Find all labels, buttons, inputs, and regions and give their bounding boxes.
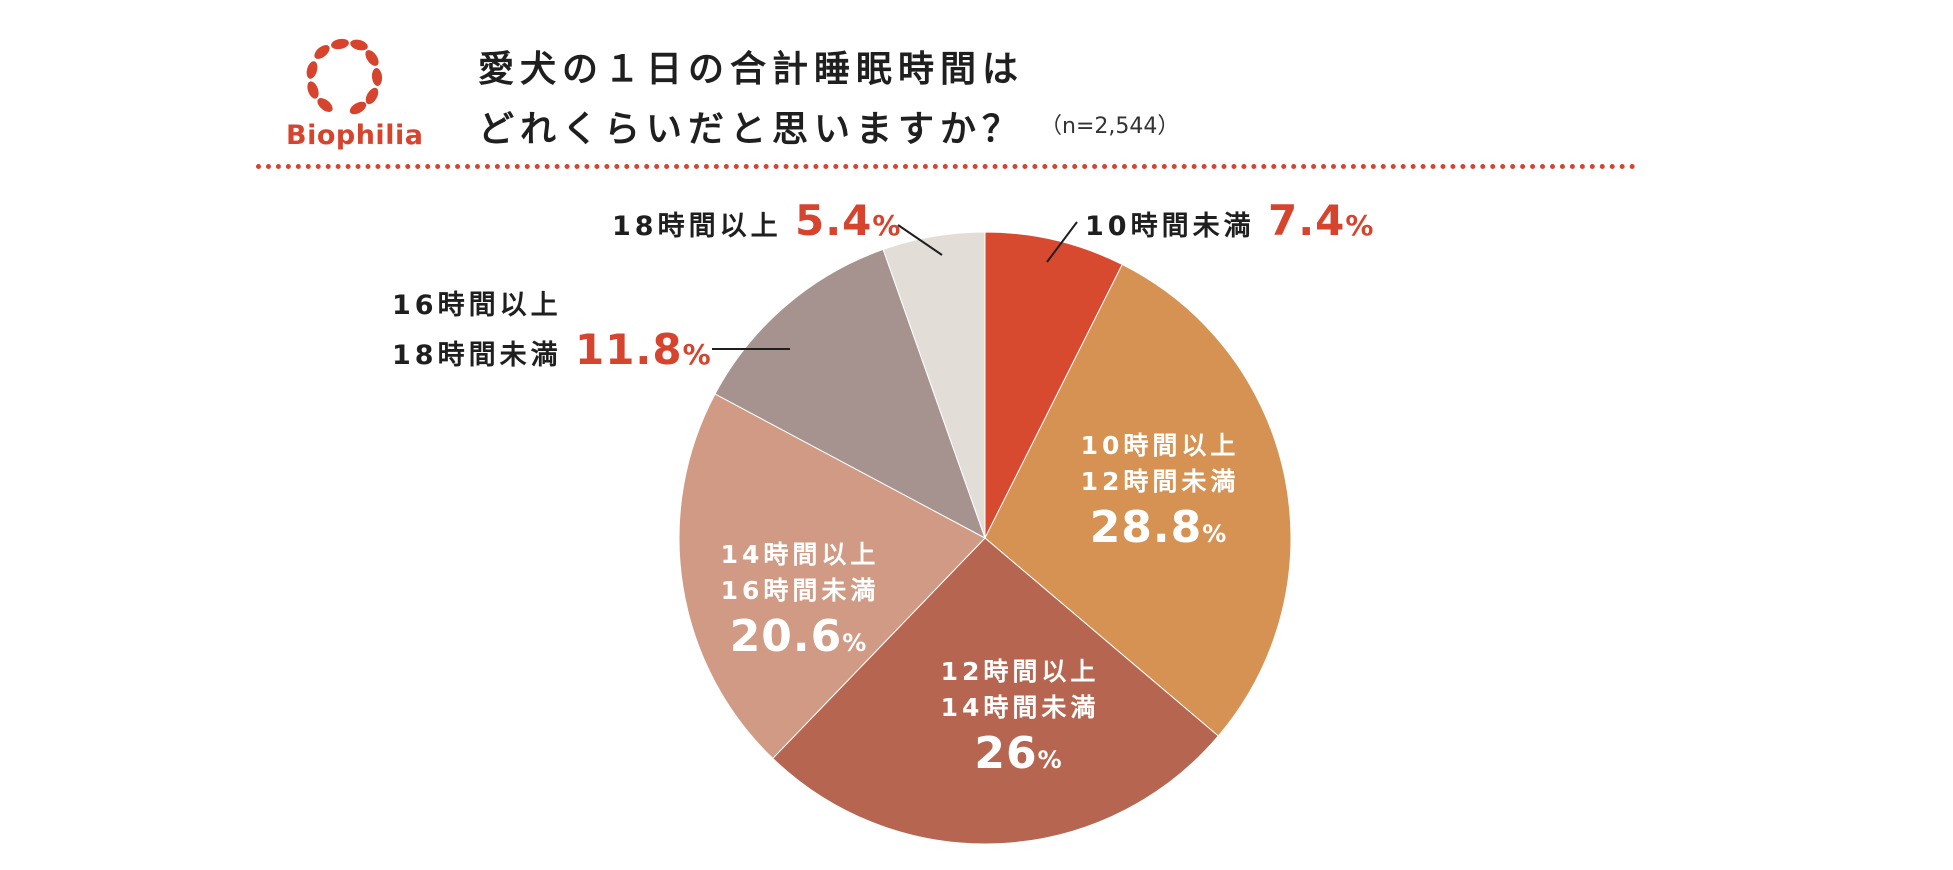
slice-value-12-14: 26 (974, 728, 1037, 779)
slice-value-ge18: 5.4 (795, 196, 872, 245)
percent-sign: % (1345, 209, 1377, 242)
slice-label-ge18-text: 18時間以上 (612, 211, 782, 242)
slice-label-14-16-line1: 14時間以上 (721, 537, 880, 573)
slice-value-10-12: 28.8 (1090, 502, 1203, 553)
slice-value-14-16: 20.6 (730, 611, 843, 662)
percent-sign: % (683, 338, 715, 371)
slice-label-14-16-line2: 16時間未満 (721, 573, 880, 609)
slice-label-12-14-line1: 12時間以上 (941, 654, 1100, 690)
slice-label-lt10: 10時間未満 7.4% (1085, 196, 1377, 245)
slice-label-16-18: 16時間以上 18時間未満 11.8% (392, 284, 715, 378)
slice-label-16-18-line2: 18時間未満 (392, 340, 562, 371)
slice-label-12-14: 12時間以上 14時間未満 26% (941, 654, 1100, 782)
slice-label-10-12: 10時間以上 12時間未満 28.8% (1081, 428, 1240, 556)
slice-label-ge18: 18時間以上 5.4% (612, 196, 904, 245)
percent-sign: % (872, 209, 904, 242)
slice-label-10-12-line1: 10時間以上 (1081, 428, 1240, 464)
percent-sign: % (1202, 520, 1230, 548)
percent-sign: % (842, 629, 870, 657)
slice-label-14-16: 14時間以上 16時間未満 20.6% (721, 537, 880, 665)
slice-label-10-12-line2: 12時間未満 (1081, 464, 1240, 500)
slice-value-lt10: 7.4 (1268, 196, 1345, 245)
slice-label-12-14-line2: 14時間未満 (941, 690, 1100, 726)
percent-sign: % (1038, 746, 1066, 774)
slice-label-16-18-line1: 16時間以上 (392, 284, 715, 328)
slice-value-16-18: 11.8 (575, 325, 683, 374)
slice-label-lt10-text: 10時間未満 (1085, 211, 1255, 242)
